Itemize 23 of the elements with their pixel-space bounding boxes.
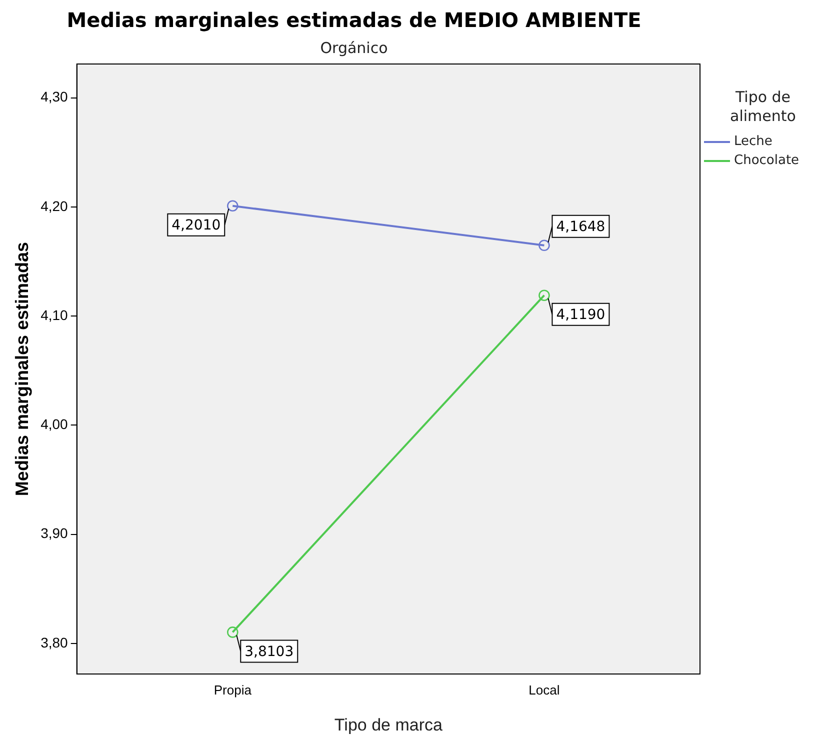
y-tick-label: 4,30 [40, 88, 68, 105]
legend-label: Leche [734, 134, 772, 149]
data-label: 4,1190 [556, 306, 606, 323]
legend-label: Chocolate [734, 153, 800, 168]
y-tick-label: 4,00 [40, 416, 68, 432]
legend-title: Tipo de alimento [729, 88, 797, 126]
y-tick-label: 3,80 [40, 634, 68, 650]
point [538, 290, 550, 301]
x-axis-title: Tipo de marca [334, 715, 443, 734]
y-tick-label: 4,20 [40, 198, 68, 214]
data-label: 4,2010 [172, 218, 221, 234]
point [226, 200, 238, 212]
x-tick-label: Local [528, 682, 560, 698]
y-tick-label: 3,90 [40, 525, 68, 542]
y-tick-label: 4,10 [40, 306, 68, 323]
point [538, 240, 550, 252]
data-label: 4,1648 [556, 219, 606, 236]
x-tick-label: Propia [214, 682, 252, 698]
chart-title: Medias marginales estimadas de MEDIO AMBIENTE [66, 8, 642, 32]
point [226, 626, 238, 638]
chart-subtitle: Orgánico [320, 38, 388, 57]
y-axis-title: Medias marginales estimadas [12, 242, 32, 496]
data-label: 3,8103 [244, 644, 294, 660]
